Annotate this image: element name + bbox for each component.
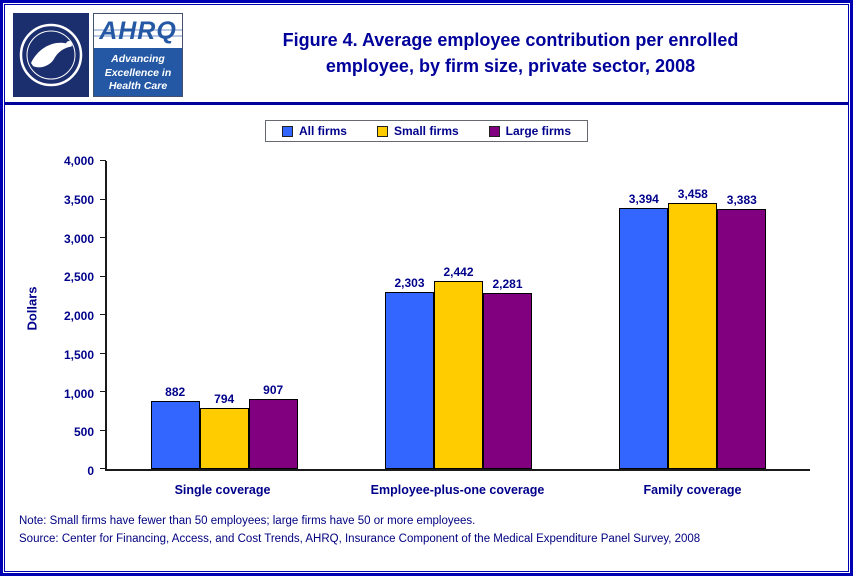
bar — [150, 401, 200, 469]
x-axis-label: Family coverage — [643, 483, 742, 497]
bar-column: 794 — [199, 161, 249, 469]
bar — [668, 202, 718, 469]
hhs-seal-graphic — [13, 13, 89, 97]
legend-label: All firms — [298, 124, 347, 138]
bar-column: 882 — [150, 161, 200, 469]
header-rule — [5, 102, 848, 105]
bar-value-label: 2,281 — [492, 277, 523, 292]
y-tick-label: 3,500 — [63, 192, 94, 207]
legend: All firms Small firms Large firms — [264, 120, 589, 142]
figure-title-line2: employee, by firm size, private sector, … — [325, 56, 696, 77]
y-tick-label: 0 — [87, 464, 94, 478]
bar-column: 2,442 — [433, 161, 483, 469]
bar — [482, 293, 532, 469]
bar-value-label: 907 — [263, 383, 284, 398]
legend-swatch-icon — [488, 125, 500, 137]
bar-column: 2,303 — [384, 161, 434, 469]
bar-chart: Dollars 0 500 1,000 1,500 2,000 2,500 3,000 3,5… — [5, 151, 848, 503]
y-tick-label: 2,000 — [63, 309, 94, 323]
bar-column: 3,383 — [717, 161, 767, 469]
bar-value-label: 882 — [165, 385, 186, 400]
bar-column: 3,458 — [668, 161, 718, 469]
y-tick-label: 4,000 — [63, 154, 94, 168]
bar — [248, 399, 298, 469]
figure-inner: AHRQ Advancing Excellence in Health Care… — [4, 4, 849, 572]
legend-swatch-icon — [281, 125, 293, 137]
ahrq-logo-acronym: AHRQ — [94, 14, 182, 48]
note-text: Note: Small firms have fewer than 50 emp… — [19, 515, 476, 527]
bar — [433, 280, 483, 469]
x-axis-label: Employee-plus-one coverage — [370, 483, 545, 497]
ahrq-tagline-line2: Excellence in — [104, 66, 172, 79]
y-tick-mark — [100, 391, 106, 392]
y-tick-mark — [100, 468, 106, 469]
ahrq-logo-tagline: Advancing Excellence in Health Care — [94, 48, 182, 96]
y-tick-mark — [100, 160, 106, 161]
bar-value-label: 2,442 — [443, 264, 474, 279]
bar-value-label: 3,458 — [677, 186, 708, 201]
figure-title-line1: Figure 4. Average employee contribution … — [282, 30, 739, 50]
footer-notes: Note: Small firms have fewer than 50 emp… — [5, 503, 848, 545]
bar-group: 2,303 2,442 2,281 — [341, 161, 575, 469]
bar-column: 2,281 — [482, 161, 532, 469]
x-axis-label: Single coverage — [174, 483, 271, 497]
y-tick-mark — [100, 314, 106, 315]
bar — [717, 208, 767, 469]
ahrq-logo: AHRQ Advancing Excellence in Health Care — [93, 13, 183, 97]
y-tick-mark — [100, 198, 106, 200]
legend-row: All firms Small firms Large firms — [5, 120, 848, 143]
header: AHRQ Advancing Excellence in Health Care… — [5, 5, 848, 102]
bar-value-label: 2,303 — [394, 275, 425, 290]
y-tick-label: 500 — [73, 425, 94, 440]
ahrq-tagline-line1: Advancing — [111, 53, 165, 65]
y-axis-tick-labels: 0 500 1,000 1,500 2,000 2,500 3,000 3,500 4,000 — [5, 154, 102, 478]
bar-value-label: 794 — [214, 391, 235, 406]
y-tick-label: 1,000 — [63, 386, 94, 401]
y-tick-label: 1,500 — [63, 347, 94, 362]
legend-label: Small firms — [393, 124, 459, 138]
bar-value-label: 3,383 — [726, 192, 757, 207]
ahrq-tagline-line3: Health Care — [108, 80, 168, 93]
y-tick-mark — [100, 429, 106, 431]
bar — [199, 407, 249, 469]
bar-column: 907 — [248, 161, 298, 469]
bar — [384, 291, 434, 469]
legend-label: Large firms — [505, 124, 572, 138]
legend-item: Large firms — [488, 124, 572, 138]
bar-groups: 882 794 907 2,303 2,442 2,281 3,394 3,458 3,383 — [107, 161, 810, 469]
legend-item: All firms — [281, 124, 347, 138]
source-text: Source: Center for Financing, Access, an… — [19, 533, 701, 545]
y-tick-mark — [100, 352, 106, 354]
legend-item: Small firms — [376, 124, 459, 138]
bar — [619, 207, 669, 469]
bar-value-label: 3,394 — [628, 191, 659, 206]
bar-group: 3,394 3,458 3,383 — [576, 161, 810, 469]
x-axis-labels: Single coverage Employee-plus-one coverag… — [105, 483, 810, 497]
legend-swatch-icon — [376, 125, 388, 137]
plot-area: 882 794 907 2,303 2,442 2,281 3,394 3,458 3,383 — [100, 160, 810, 471]
figure-title: Figure 4. Average employee contribution … — [185, 13, 836, 79]
y-tick-label: 2,500 — [63, 270, 94, 285]
bar-group: 882 794 907 — [107, 161, 341, 469]
y-tick-label: 3,000 — [63, 231, 94, 246]
hhs-seal-icon — [13, 13, 89, 97]
bar-column: 3,394 — [619, 161, 669, 469]
y-tick-mark — [100, 237, 106, 238]
y-tick-mark — [100, 275, 106, 277]
logo-group: AHRQ Advancing Excellence in Health Care — [13, 13, 185, 97]
